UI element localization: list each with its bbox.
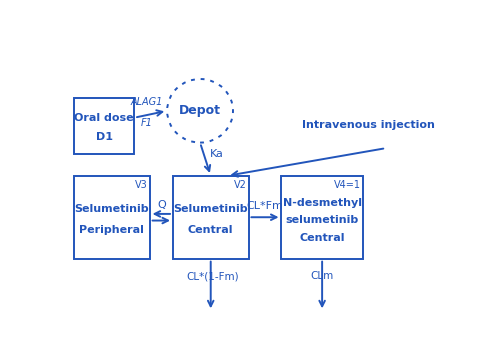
Text: V4=1: V4=1 bbox=[334, 180, 361, 190]
Text: V2: V2 bbox=[234, 180, 246, 190]
Text: Ka: Ka bbox=[210, 149, 224, 159]
Text: CLm: CLm bbox=[310, 271, 334, 281]
Text: ALAG1: ALAG1 bbox=[130, 97, 163, 107]
Text: Q: Q bbox=[157, 200, 166, 210]
Text: Selumetinib: Selumetinib bbox=[74, 204, 149, 214]
Text: CL*(1-Fm): CL*(1-Fm) bbox=[186, 271, 239, 281]
Bar bbox=[74, 176, 150, 259]
Text: Peripheral: Peripheral bbox=[80, 225, 144, 235]
Text: Selumetinib: Selumetinib bbox=[174, 204, 248, 214]
Text: Central: Central bbox=[300, 233, 345, 243]
Bar bbox=[74, 98, 134, 154]
Text: Central: Central bbox=[188, 225, 234, 235]
Bar bbox=[173, 176, 248, 259]
Text: N-desmethyl: N-desmethyl bbox=[282, 198, 362, 208]
Bar bbox=[282, 176, 363, 259]
Text: CL*Fm: CL*Fm bbox=[246, 201, 284, 211]
Text: D1: D1 bbox=[96, 132, 112, 142]
Text: F1: F1 bbox=[141, 118, 152, 129]
Text: Oral dose: Oral dose bbox=[74, 113, 134, 123]
Text: V3: V3 bbox=[135, 180, 148, 190]
Text: Depot: Depot bbox=[179, 104, 221, 117]
Text: Intravenous injection: Intravenous injection bbox=[302, 120, 434, 130]
Ellipse shape bbox=[167, 79, 233, 143]
Text: selumetinib: selumetinib bbox=[286, 215, 359, 225]
